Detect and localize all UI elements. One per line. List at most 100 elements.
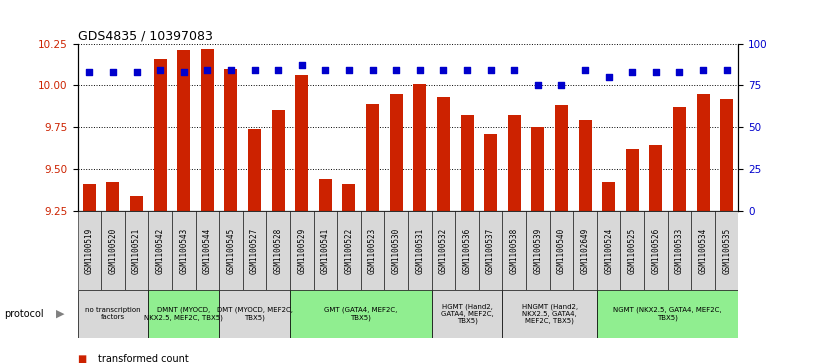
Bar: [602, 182, 615, 211]
Point: [390, 68, 403, 73]
Bar: [149, 290, 220, 338]
Point: [201, 68, 214, 73]
Point: [602, 74, 615, 80]
Bar: [503, 211, 526, 290]
Bar: [667, 211, 691, 290]
Bar: [243, 211, 266, 290]
Point: [248, 68, 261, 73]
Point: [319, 68, 332, 73]
Text: HNGMT (Hand2,
NKX2.5, GATA4,
MEF2C, TBX5): HNGMT (Hand2, NKX2.5, GATA4, MEF2C, TBX5…: [521, 303, 578, 325]
Point: [673, 69, 686, 75]
Bar: [479, 211, 503, 290]
Bar: [149, 211, 172, 290]
Bar: [153, 58, 166, 211]
Bar: [196, 211, 220, 290]
Bar: [78, 211, 101, 290]
Point: [555, 82, 568, 88]
Bar: [337, 211, 361, 290]
Bar: [455, 211, 479, 290]
Text: GSM1100520: GSM1100520: [109, 227, 118, 274]
Bar: [673, 107, 686, 211]
Text: GSM1102649: GSM1102649: [580, 227, 589, 274]
Text: GSM1100545: GSM1100545: [227, 227, 236, 274]
Point: [413, 68, 426, 73]
Bar: [172, 211, 196, 290]
Bar: [101, 211, 125, 290]
Bar: [313, 211, 337, 290]
Text: GSM1100539: GSM1100539: [534, 227, 543, 274]
Bar: [531, 127, 544, 211]
Bar: [437, 97, 450, 211]
Point: [177, 69, 190, 75]
Bar: [644, 211, 667, 290]
Text: GSM1100519: GSM1100519: [85, 227, 94, 274]
Point: [153, 68, 166, 73]
Text: GSM1100521: GSM1100521: [132, 227, 141, 274]
Point: [460, 68, 473, 73]
Bar: [78, 290, 149, 338]
Text: no transcription
factors: no transcription factors: [85, 307, 140, 321]
Text: GSM1100533: GSM1100533: [675, 227, 684, 274]
Bar: [177, 50, 190, 211]
Text: GSM1100532: GSM1100532: [439, 227, 448, 274]
Bar: [390, 94, 402, 211]
Text: GSM1100542: GSM1100542: [156, 227, 165, 274]
Point: [650, 69, 663, 75]
Text: GSM1100541: GSM1100541: [321, 227, 330, 274]
Bar: [106, 182, 119, 211]
Bar: [508, 115, 521, 211]
Text: protocol: protocol: [4, 309, 44, 319]
Bar: [432, 290, 503, 338]
Bar: [596, 211, 620, 290]
Bar: [697, 94, 710, 211]
Text: ■: ■: [78, 354, 86, 363]
Bar: [266, 211, 290, 290]
Bar: [343, 184, 356, 211]
Text: GMT (GATA4, MEF2C,
TBX5): GMT (GATA4, MEF2C, TBX5): [324, 307, 397, 321]
Bar: [715, 211, 738, 290]
Text: transformed count: transformed count: [98, 354, 188, 363]
Point: [106, 69, 119, 75]
Text: GSM1100529: GSM1100529: [297, 227, 306, 274]
Bar: [125, 211, 149, 290]
Text: GSM1100543: GSM1100543: [180, 227, 188, 274]
Bar: [691, 211, 715, 290]
Text: GSM1100526: GSM1100526: [651, 227, 660, 274]
Bar: [460, 115, 473, 211]
Bar: [130, 196, 143, 211]
Text: ▶: ▶: [55, 309, 64, 319]
Bar: [408, 211, 432, 290]
Point: [508, 68, 521, 73]
Bar: [550, 211, 573, 290]
Bar: [290, 211, 313, 290]
Point: [366, 68, 379, 73]
Bar: [579, 121, 592, 211]
Point: [484, 68, 497, 73]
Text: DMT (MYOCD, MEF2C,
TBX5): DMT (MYOCD, MEF2C, TBX5): [216, 307, 293, 321]
Text: GSM1100527: GSM1100527: [250, 227, 259, 274]
Bar: [290, 290, 432, 338]
Text: GSM1100544: GSM1100544: [203, 227, 212, 274]
Text: HGMT (Hand2,
GATA4, MEF2C,
TBX5): HGMT (Hand2, GATA4, MEF2C, TBX5): [441, 303, 494, 325]
Point: [295, 62, 308, 68]
Bar: [555, 105, 568, 211]
Point: [437, 68, 450, 73]
Point: [626, 69, 639, 75]
Point: [224, 68, 237, 73]
Bar: [295, 75, 308, 211]
Text: GSM1100522: GSM1100522: [344, 227, 353, 274]
Bar: [526, 211, 550, 290]
Text: GSM1100531: GSM1100531: [415, 227, 424, 274]
Bar: [596, 290, 738, 338]
Bar: [650, 146, 663, 211]
Bar: [432, 211, 455, 290]
Text: GSM1100530: GSM1100530: [392, 227, 401, 274]
Text: GSM1100528: GSM1100528: [273, 227, 282, 274]
Bar: [319, 179, 332, 211]
Bar: [503, 290, 596, 338]
Text: GSM1100538: GSM1100538: [510, 227, 519, 274]
Bar: [248, 129, 261, 211]
Point: [272, 68, 285, 73]
Point: [343, 68, 356, 73]
Bar: [384, 211, 408, 290]
